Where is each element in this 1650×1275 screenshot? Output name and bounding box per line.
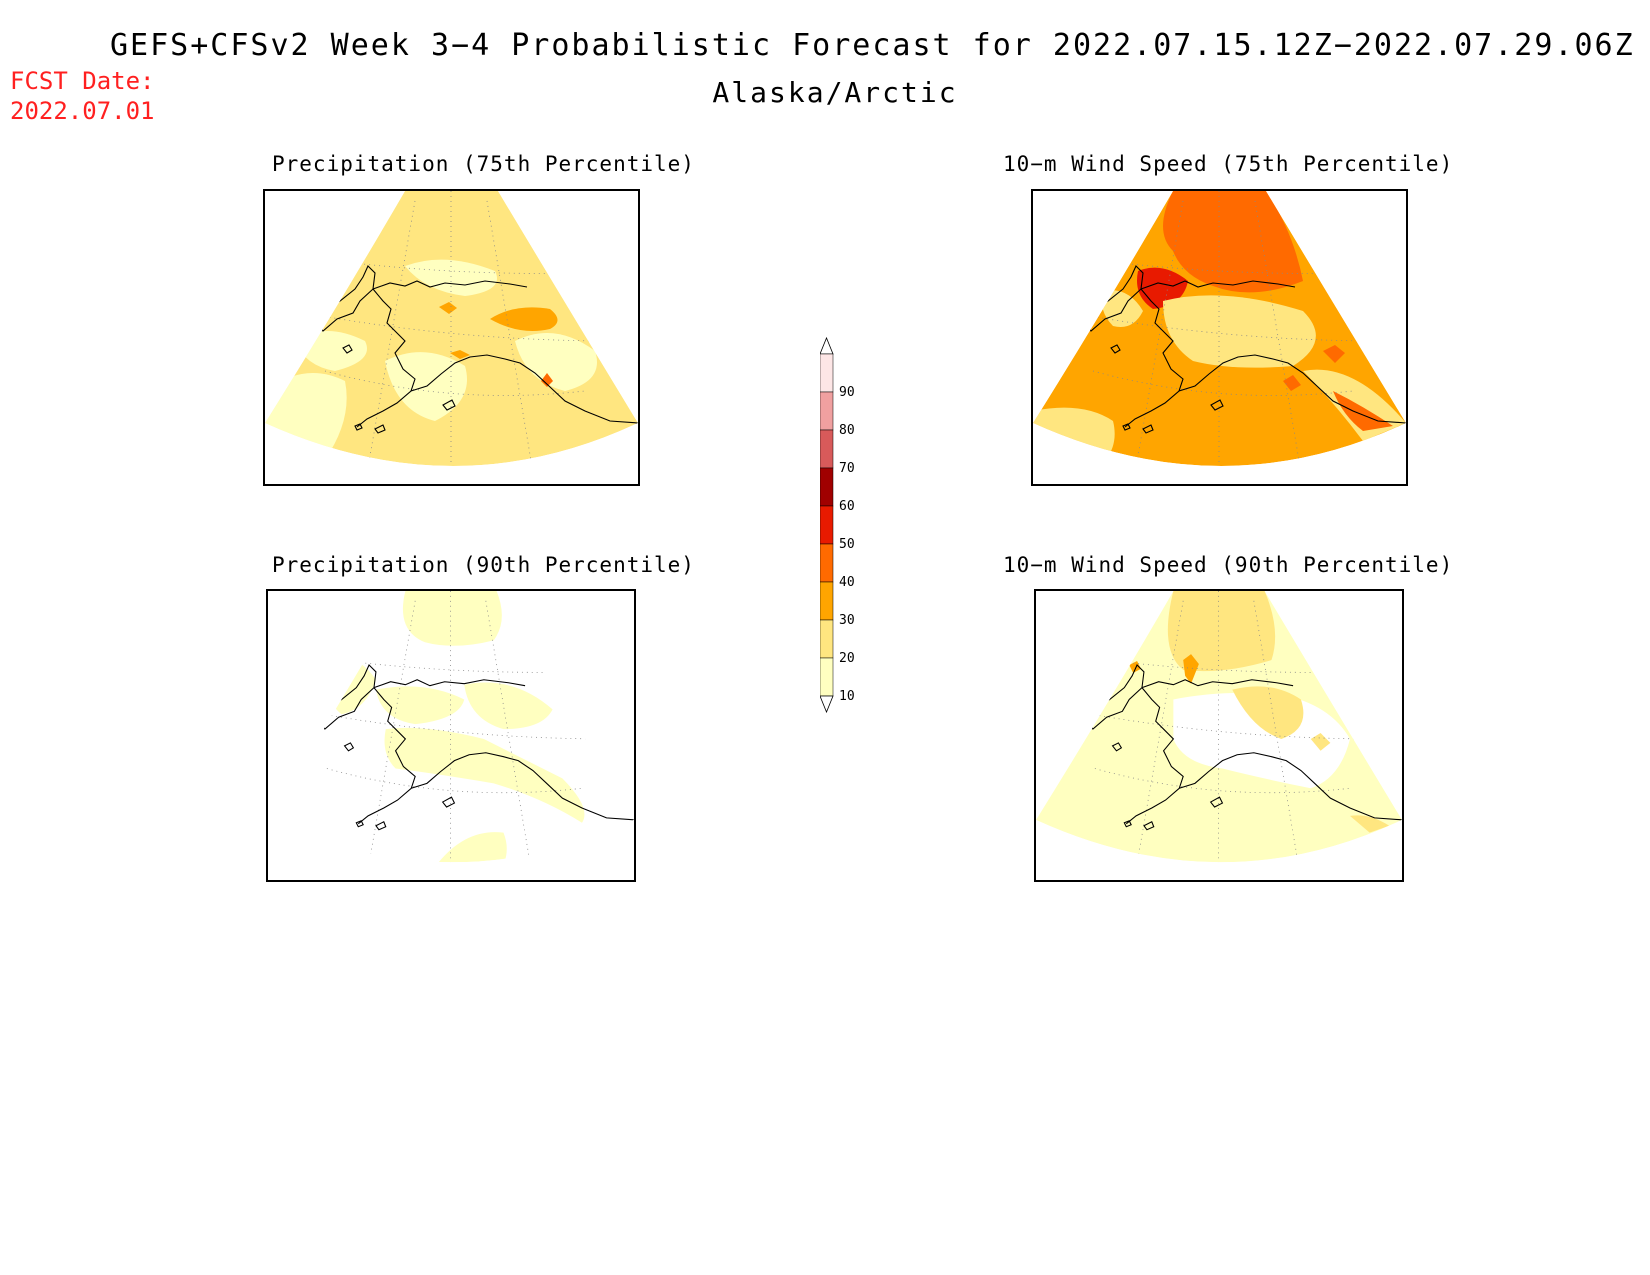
- colorbar-swatch: [819, 467, 834, 507]
- colorbar-tick-label: 70: [839, 461, 855, 476]
- colorbar-tick-label: 90: [839, 385, 855, 400]
- colorbar-tick-label: 80: [839, 423, 855, 438]
- colorbar-swatch: [819, 619, 834, 659]
- coastline: [318, 664, 634, 831]
- page-title: GEFS+CFSv2 Week 3−4 Probabilistic Foreca…: [110, 28, 1635, 63]
- colorbar-swatch: [819, 657, 834, 697]
- coastline: [1084, 265, 1406, 434]
- colorbar-swatch: [819, 429, 834, 469]
- map-wind-75: [1031, 189, 1408, 486]
- colorbar-swatch: [819, 353, 834, 393]
- fcst-date-label: FCST Date:: [10, 67, 155, 95]
- panel-title-precip-90: Precipitation (90th Percentile): [272, 553, 695, 577]
- panel-title-wind-90: 10−m Wind Speed (90th Percentile): [1003, 553, 1454, 577]
- forecast-date-block: FCST Date: 2022.07.01: [10, 66, 155, 126]
- panel-title-precip-75: Precipitation (75th Percentile): [272, 152, 695, 176]
- colorbar-tick-label: 40: [839, 575, 855, 590]
- region-subtitle: Alaska/Arctic: [712, 76, 958, 109]
- fcst-date-value: 2022.07.01: [10, 97, 155, 125]
- colorbar-swatch: [819, 505, 834, 545]
- colorbar-tick-label: 20: [839, 651, 855, 666]
- map-precip-90: [266, 589, 636, 882]
- coastline: [316, 265, 638, 434]
- map-wind-90: [1034, 589, 1404, 882]
- colorbar-tick-label: 10: [839, 689, 855, 704]
- colorbar-swatch: [819, 543, 834, 583]
- colorbar-swatch: [819, 391, 834, 431]
- colorbar-swatch: [819, 581, 834, 621]
- panel-title-wind-75: 10−m Wind Speed (75th Percentile): [1003, 152, 1454, 176]
- colorbar: 90 80 70 60 50 40 30 20 10: [819, 334, 880, 734]
- colorbar-tick-label: 30: [839, 613, 855, 628]
- coastline: [1086, 664, 1402, 831]
- map-precip-75: [263, 189, 640, 486]
- colorbar-tick-label: 50: [839, 537, 855, 552]
- colorbar-tick-label: 60: [839, 499, 855, 514]
